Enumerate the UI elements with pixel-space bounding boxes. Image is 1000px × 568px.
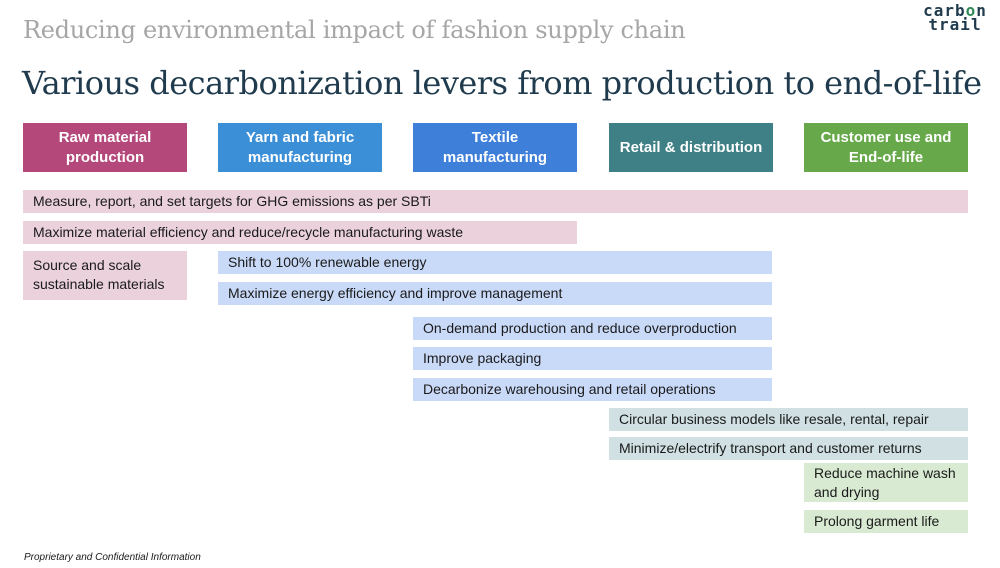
lever-energy-efficiency: Maximize energy efficiency and improve m… <box>218 282 772 305</box>
lever-minimize-transport: Minimize/electrify transport and custome… <box>609 437 968 460</box>
confidentiality-footer: Proprietary and Confidential Information <box>24 552 201 563</box>
lever-prolong-garment-life: Prolong garment life <box>804 510 968 533</box>
lever-renewable-energy: Shift to 100% renewable energy <box>218 251 772 274</box>
carbon-trail-logo: carbon trail <box>923 1 987 34</box>
lever-measure-report-targets: Measure, report, and set targets for GHG… <box>23 190 968 213</box>
lever-sustainable-materials: Source and scale sustainable materials <box>23 251 187 300</box>
lever-on-demand-production: On-demand production and reduce overprod… <box>413 317 772 340</box>
stage-retail-distribution: Retail & distribution <box>609 123 773 172</box>
stage-textile-manufacturing: Textile manufacturing <box>413 123 577 172</box>
lever-reduce-machine-wash: Reduce machine wash and drying <box>804 463 968 502</box>
lever-decarbonize-warehousing: Decarbonize warehousing and retail opera… <box>413 378 772 401</box>
lever-improve-packaging: Improve packaging <box>413 347 772 370</box>
page-subtitle: Reducing environmental impact of fashion… <box>23 16 686 44</box>
stage-customer-use-end-of-life: Customer use and End-of-life <box>804 123 968 172</box>
lever-material-efficiency: Maximize material efficiency and reduce/… <box>23 221 577 244</box>
stage-raw-material-production: Raw material production <box>23 123 187 172</box>
page-title: Various decarbonization levers from prod… <box>22 64 982 102</box>
stage-yarn-fabric-manufacturing: Yarn and fabric manufacturing <box>218 123 382 172</box>
lever-circular-business-models: Circular business models like resale, re… <box>609 408 968 431</box>
